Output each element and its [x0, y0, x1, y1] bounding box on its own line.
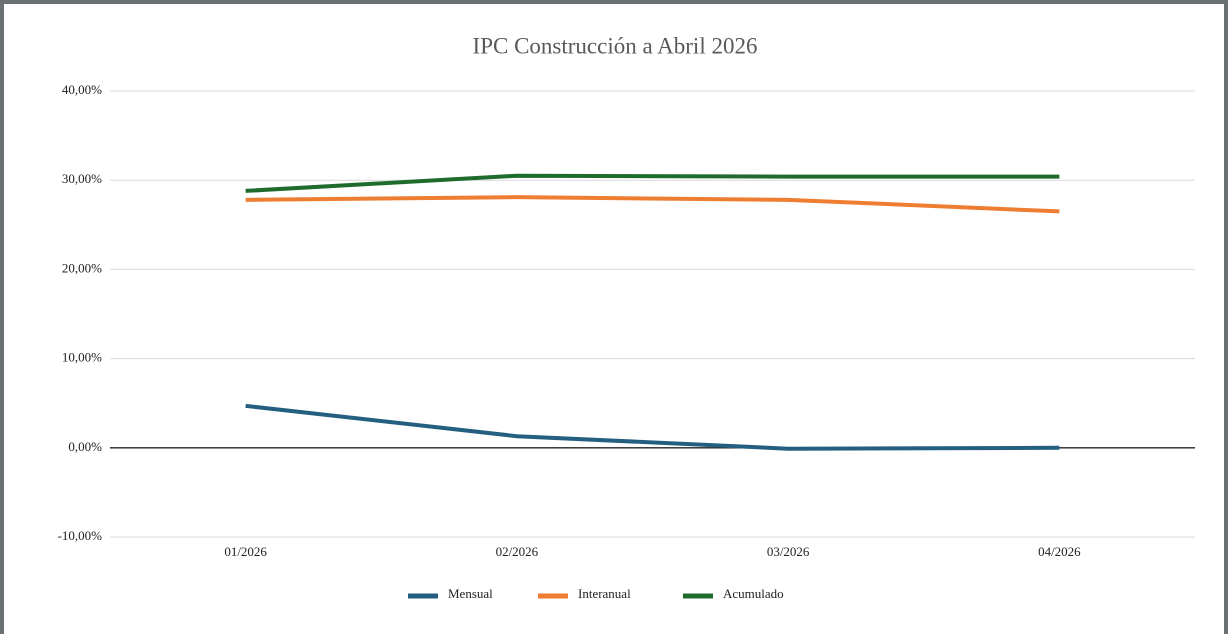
- y-tick-label: 40,00%: [62, 82, 102, 97]
- y-tick-label: 20,00%: [62, 260, 102, 275]
- series-line: [245, 173, 1060, 193]
- legend-label: Mensual: [448, 586, 493, 601]
- x-tick-label: 01/2026: [224, 544, 267, 559]
- x-tick-label: 04/2026: [1038, 544, 1081, 559]
- series-line: [245, 403, 1060, 451]
- x-tick-label: 03/2026: [767, 544, 810, 559]
- y-tick-label: 10,00%: [62, 350, 102, 365]
- y-tick-label: 0,00%: [68, 439, 102, 454]
- chart-title: IPC Construcción a Abril 2026: [473, 33, 758, 58]
- x-tick-label: 02/2026: [496, 544, 539, 559]
- legend-label: Interanual: [578, 586, 631, 601]
- y-tick-label: 30,00%: [62, 171, 102, 186]
- y-tick-label: -10,00%: [58, 528, 103, 543]
- legend-label: Acumulado: [723, 586, 784, 601]
- series-line: [245, 195, 1060, 214]
